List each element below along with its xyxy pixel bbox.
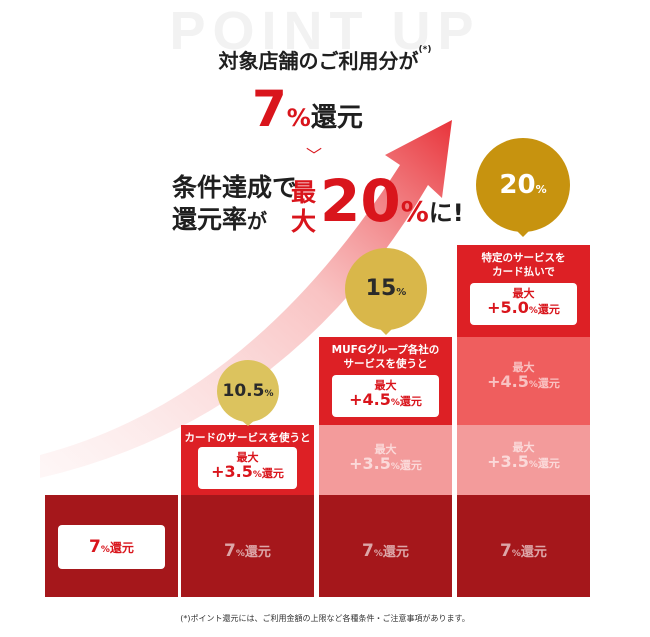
rate-circle-10-5: 10.5% — [217, 360, 279, 422]
faded-bonus-text: 最大 +3.5%還元 — [349, 443, 422, 473]
condition-text: 条件達成で 還元率が — [172, 173, 298, 234]
faded-bonus-text: 最大 +3.5%還元 — [487, 441, 560, 471]
background-title: POINT UP — [169, 1, 481, 61]
step-column-1: 7%還元 — [45, 495, 178, 597]
column-caption: MUFGグループ各社の サービスを使うと — [331, 344, 440, 370]
max-label: 最 大 — [291, 178, 317, 236]
base-rate-text: 7%還元 — [362, 541, 409, 561]
headline-line1: 対象店舗のご利用分が(*) — [218, 45, 432, 73]
bonus-card: 最大 +3.5%還元 — [198, 447, 297, 489]
column-caption: カードのサービスを使うと — [184, 432, 311, 444]
column-caption: 特定のサービスを カード払いで — [481, 252, 566, 278]
max-rate-headline: 20%に! — [320, 167, 464, 235]
footnote: (*)ポイント還元には、ご利用金額の上限など各種条件・ご注意事項があります。 — [180, 614, 470, 623]
rate-circle-15: 15% — [345, 248, 427, 330]
step-column-2: カードのサービスを使うと 最大 +3.5%還元 7%還元 — [181, 425, 314, 597]
base-rate-headline: 7%還元 — [252, 80, 363, 138]
chevron-down-icon: ﹀ — [306, 146, 323, 165]
step-column-4: 特定のサービスを カード払いで 最大 +5.0%還元 最大 +4.5%還元 最大… — [457, 245, 590, 597]
base-rate-card: 7%還元 — [58, 525, 165, 569]
faded-bonus-text: 最大 +4.5%還元 — [487, 361, 560, 391]
base-rate-text: 7%還元 — [224, 541, 271, 561]
step-column-3: MUFGグループ各社の サービスを使うと 最大 +4.5%還元 最大 +3.5%… — [319, 337, 452, 597]
rate-circle-20: 20% — [476, 138, 570, 232]
bonus-card: 最大 +5.0%還元 — [470, 283, 577, 325]
base-rate-text: 7%還元 — [500, 541, 547, 561]
bonus-card: 最大 +4.5%還元 — [332, 375, 439, 417]
